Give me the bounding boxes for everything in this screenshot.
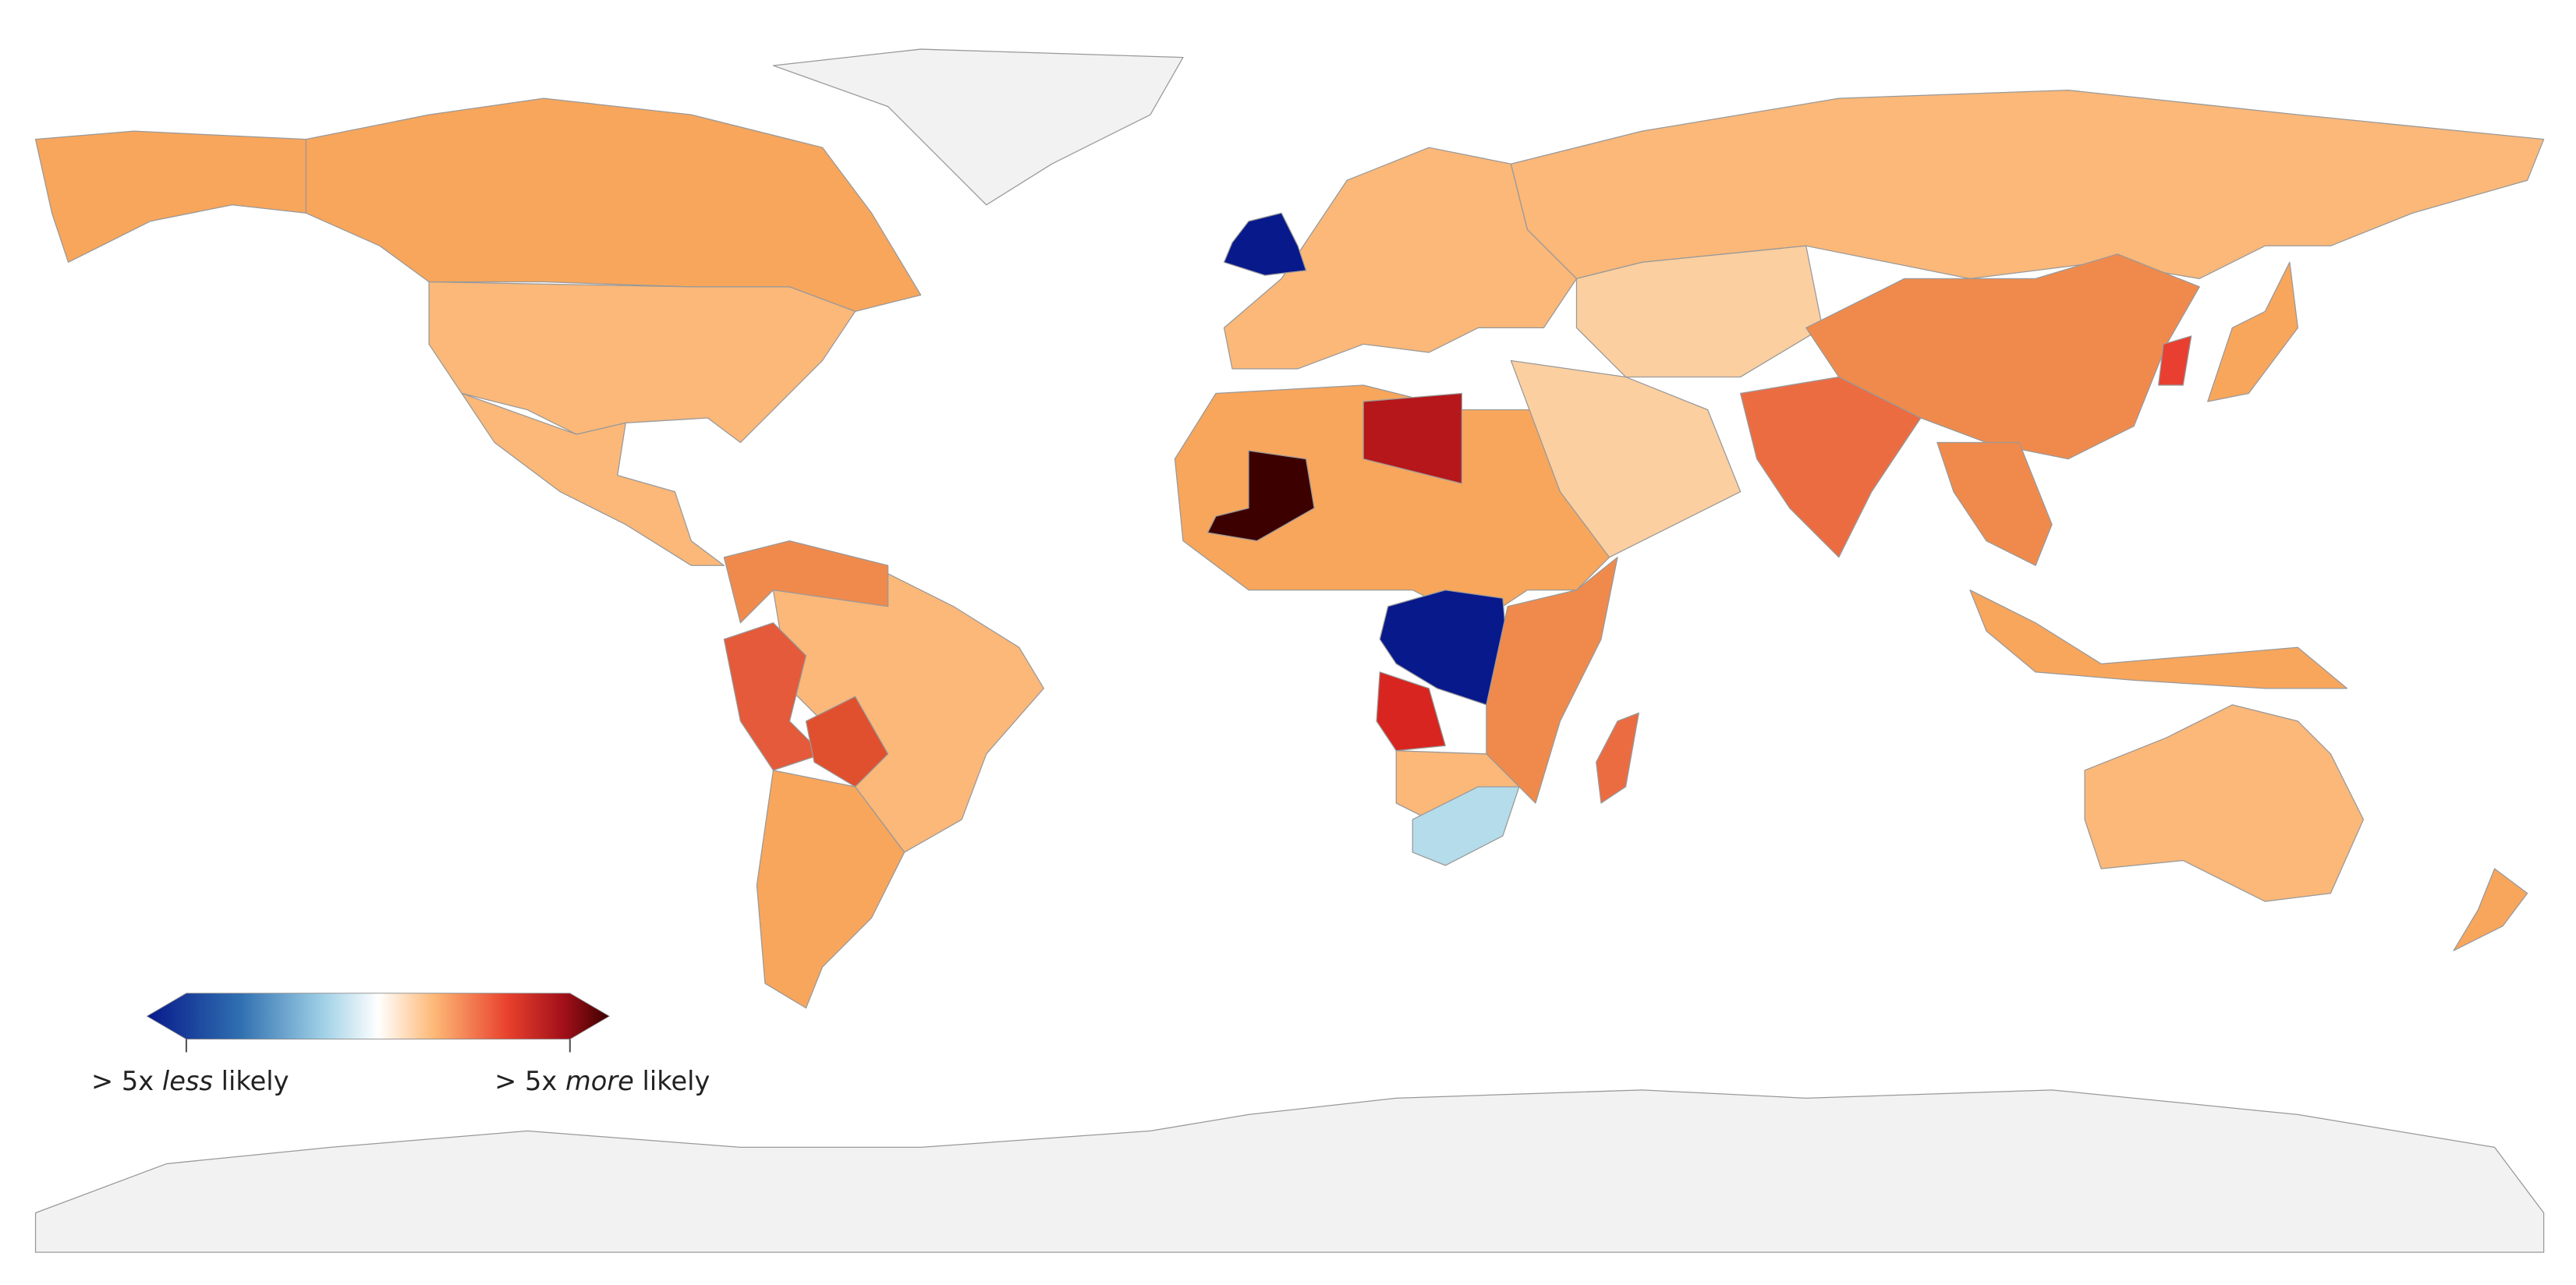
indonesia	[1969, 589, 2348, 689]
argentina	[756, 770, 905, 1009]
new-zealand	[2453, 868, 2528, 951]
russia	[1510, 89, 2545, 279]
colorbar	[146, 993, 611, 1040]
middle-east	[1510, 359, 1742, 558]
bolivia	[805, 696, 889, 788]
label-part: likely	[221, 1066, 289, 1096]
mexico	[461, 392, 725, 566]
legend-left-label: > 5x less likely	[91, 1066, 289, 1096]
japan	[2207, 261, 2298, 402]
label-emphasis: more	[565, 1066, 634, 1096]
legend: > 5x less likely > 5x more likely	[91, 993, 710, 1096]
countries	[34, 48, 2545, 1253]
label-part: likely	[643, 1066, 710, 1096]
korea	[2158, 335, 2192, 386]
legend-right-label: > 5x more likely	[494, 1066, 710, 1096]
uk	[1223, 212, 1307, 276]
angola	[1376, 671, 1446, 752]
label-part: > 5x	[494, 1066, 557, 1096]
india	[1740, 376, 1922, 558]
peru	[723, 622, 824, 771]
greenland	[772, 48, 1184, 206]
southeast-asia	[1936, 441, 2053, 566]
canada	[305, 97, 922, 313]
south-africa	[1412, 786, 1520, 866]
label-part: > 5x	[91, 1066, 154, 1096]
mali	[1207, 450, 1315, 542]
alaska	[34, 130, 307, 263]
madagascar	[1596, 712, 1639, 804]
label-emphasis: less	[162, 1066, 213, 1096]
antarctica	[34, 1089, 2545, 1253]
venezuela	[723, 540, 889, 624]
australia	[2084, 704, 2365, 902]
libya	[1362, 392, 1462, 484]
central-asia	[1575, 245, 1823, 378]
east-africa	[1486, 557, 1618, 804]
usa	[428, 281, 856, 444]
